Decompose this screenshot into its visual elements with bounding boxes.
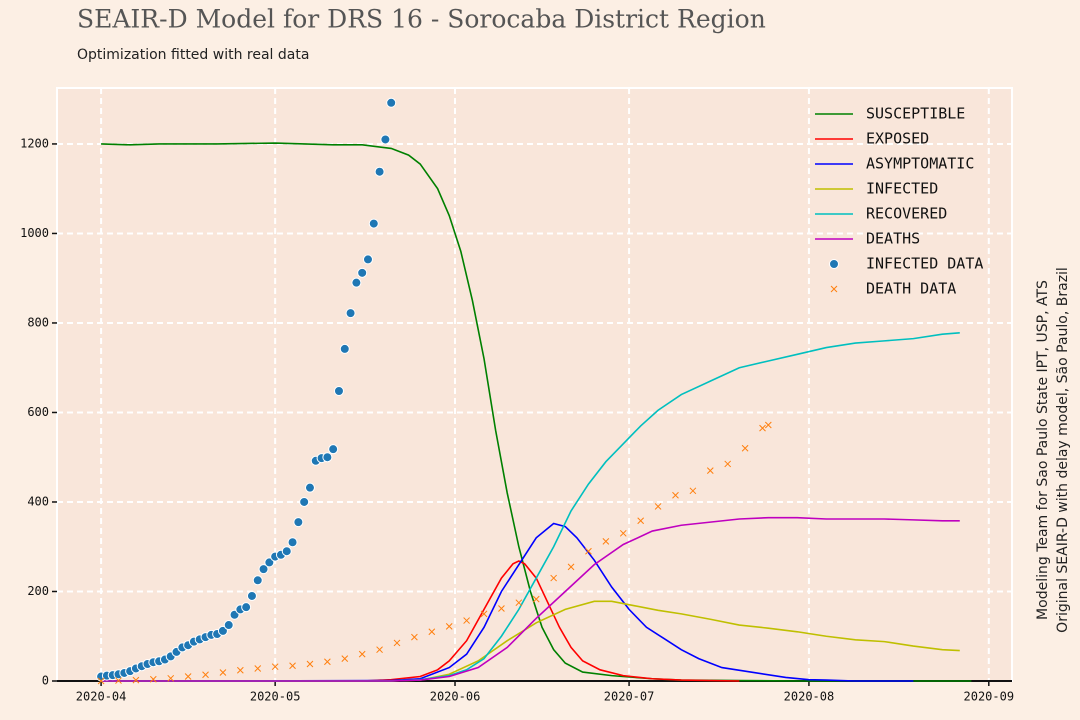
death-point <box>706 467 714 475</box>
data-point <box>374 166 385 177</box>
series-line <box>101 560 740 682</box>
data-point <box>241 602 252 613</box>
legend-label: DEATH DATA <box>866 280 956 298</box>
y-tick-label: 800 <box>27 315 49 329</box>
data-point <box>281 546 292 557</box>
annotation: Modeling Team for Sao Paulo State IPT, U… <box>1035 280 1051 620</box>
death-point <box>411 633 418 641</box>
death-point <box>724 460 732 468</box>
death-point <box>149 675 157 683</box>
y-tick-label: 600 <box>27 405 49 419</box>
data-point <box>246 590 257 601</box>
death-point <box>759 424 766 432</box>
y-tick-label: 200 <box>27 584 49 598</box>
data-point <box>252 575 263 586</box>
data-point <box>368 218 379 229</box>
death-point <box>236 666 244 674</box>
x-tick-label: 2020-05 <box>250 690 301 704</box>
death-point <box>689 487 697 495</box>
data-point <box>258 564 269 575</box>
legend-swatch <box>830 285 838 293</box>
data-point <box>293 517 304 528</box>
death-point <box>637 517 645 525</box>
data-point <box>362 254 373 265</box>
death-point <box>271 663 279 671</box>
chart-subtitle: Optimization fitted with real data <box>77 47 309 63</box>
legend-label: SUSCEPTIBLE <box>866 105 965 123</box>
death-point <box>602 538 610 545</box>
x-tick-label: 2020-06 <box>430 690 481 704</box>
legend-label: ASYMPTOMATIC <box>866 155 974 173</box>
legend-label: INFECTED DATA <box>866 255 983 273</box>
death-point <box>550 574 557 582</box>
data-point <box>386 97 397 108</box>
death-point <box>306 660 314 668</box>
death-point <box>184 673 192 680</box>
data-point <box>223 620 234 631</box>
death-point <box>254 665 262 672</box>
death-point <box>445 623 453 630</box>
x-tick-label: 2020-04 <box>76 690 127 704</box>
death-point <box>97 677 105 685</box>
y-tick-label: 400 <box>27 494 49 508</box>
death-point <box>393 639 401 647</box>
series-line <box>101 332 960 682</box>
death-point <box>341 655 349 662</box>
y-tick-label: 1200 <box>20 136 49 150</box>
data-point <box>264 557 275 568</box>
death-point <box>654 503 662 510</box>
death-point <box>289 662 296 670</box>
data-point <box>287 537 298 548</box>
data-point <box>339 343 350 354</box>
y-tick-label: 0 <box>42 674 49 688</box>
legend-label: DEATHS <box>866 230 920 248</box>
death-point <box>132 676 140 684</box>
legend-label: RECOVERED <box>866 205 947 223</box>
series-line <box>101 600 960 682</box>
x-tick-label: 2020-08 <box>784 690 835 704</box>
death-point <box>764 421 772 429</box>
death-point <box>167 674 175 682</box>
y-tick-label: 1000 <box>20 226 49 240</box>
death-point <box>672 491 679 499</box>
death-point <box>115 677 122 684</box>
data-point <box>345 308 356 319</box>
legend-label: INFECTED <box>866 180 938 198</box>
data-point <box>351 277 362 288</box>
death-point <box>741 444 749 452</box>
death-point <box>585 547 592 555</box>
death-point <box>619 529 627 537</box>
series-line <box>101 522 914 682</box>
death-point <box>480 610 488 618</box>
annotation: Original SEAIR-D with delay model, São P… <box>1055 267 1071 633</box>
death-point <box>324 658 331 666</box>
death-point <box>567 563 575 571</box>
data-point <box>328 444 339 455</box>
x-tick-label: 2020-07 <box>604 690 655 704</box>
data-point <box>357 267 368 278</box>
legend-swatch <box>829 259 839 269</box>
death-point <box>532 595 540 603</box>
series-line <box>101 516 960 682</box>
death-point <box>219 669 227 676</box>
death-point <box>376 646 383 654</box>
x-tick-label: 2020-09 <box>964 690 1015 704</box>
data-point <box>322 452 333 463</box>
data-point <box>217 625 228 636</box>
death-point <box>515 599 523 607</box>
data-point <box>380 134 391 145</box>
data-point <box>333 385 344 396</box>
legend-label: EXPOSED <box>866 130 929 148</box>
data-point <box>299 496 310 507</box>
death-point <box>463 617 470 624</box>
death-point <box>358 650 366 658</box>
death-point <box>202 671 209 679</box>
death-point <box>498 605 505 612</box>
chart-title: SEAIR-D Model for DRS 16 - Sorocaba Dist… <box>77 5 766 34</box>
data-point <box>304 482 315 493</box>
death-point <box>428 628 436 636</box>
